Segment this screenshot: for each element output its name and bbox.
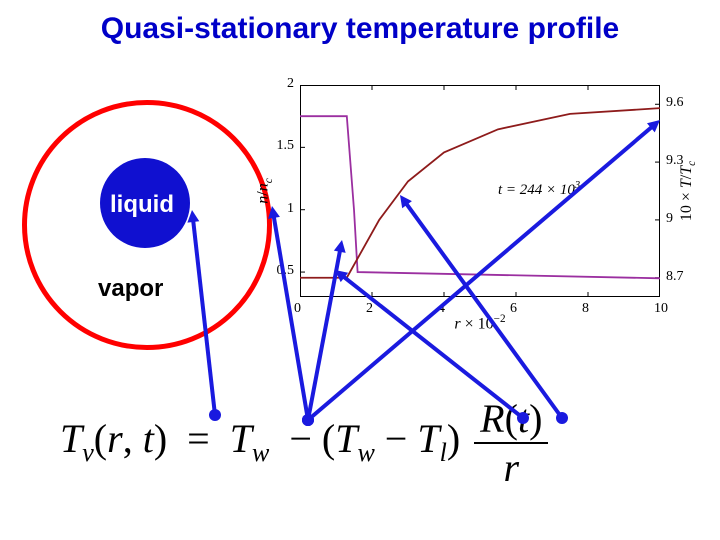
y-axis-right-label: 10 × T/Tc bbox=[678, 161, 698, 221]
y-axis-left-label: n/nc bbox=[255, 178, 275, 203]
slide-root: Quasi-stationary temperature profile liq… bbox=[0, 0, 720, 540]
y-left-tick-label: 0.5 bbox=[277, 263, 295, 279]
x-axis-label: r × 10−2 bbox=[454, 313, 505, 333]
liquid-label: liquid bbox=[110, 191, 174, 219]
x-tick-label: 10 bbox=[654, 301, 668, 317]
x-tick-label: 0 bbox=[294, 301, 301, 317]
x-tick-label: 6 bbox=[510, 301, 517, 317]
x-tick-label: 4 bbox=[438, 301, 445, 317]
chart: n/nc 10 × T/Tc r × 10−2 t = 244 × 103 02… bbox=[300, 85, 660, 297]
slide-title: Quasi-stationary temperature profile bbox=[0, 12, 720, 46]
x-tick-label: 8 bbox=[582, 301, 589, 317]
chart-svg bbox=[300, 85, 660, 297]
y-left-tick-label: 2 bbox=[287, 76, 294, 92]
vapor-label: vapor bbox=[98, 275, 163, 303]
y-right-tick-label: 9 bbox=[666, 211, 673, 227]
chart-annotation: t = 244 × 103 bbox=[498, 180, 580, 199]
y-right-tick-label: 9.3 bbox=[666, 153, 684, 169]
y-left-tick-label: 1.5 bbox=[277, 138, 295, 154]
y-right-tick-label: 9.6 bbox=[666, 95, 684, 111]
y-right-tick-label: 8.7 bbox=[666, 269, 684, 285]
y-left-tick-label: 1 bbox=[287, 201, 294, 217]
formula: Tv(r, t) = Tw − (Tw − Tl) R(t) r bbox=[60, 395, 552, 491]
x-tick-label: 2 bbox=[366, 301, 373, 317]
